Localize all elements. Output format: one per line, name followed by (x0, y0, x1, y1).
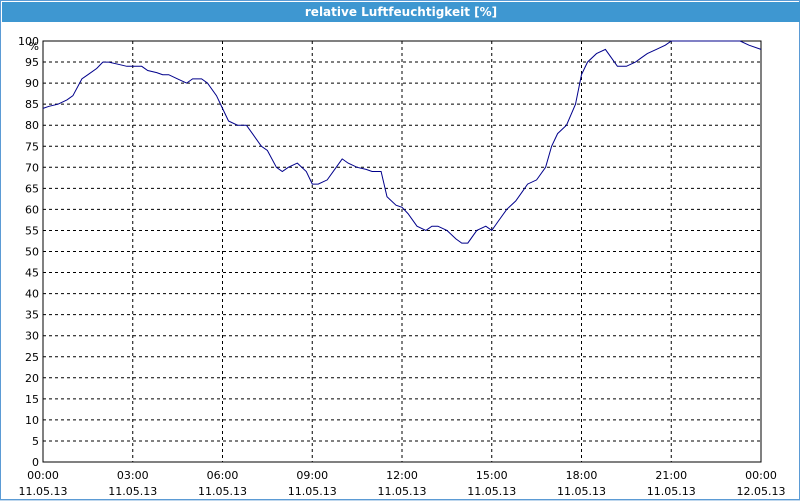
x-tick-time-label: 15:00 (476, 469, 508, 482)
y-axis-label: % (29, 40, 39, 53)
x-tick-date-label: 11.05.13 (198, 485, 247, 498)
y-tick-label: 50 (25, 246, 39, 259)
x-tick-time-label: 03:00 (117, 469, 149, 482)
x-tick-date-label: 11.05.13 (108, 485, 157, 498)
y-tick-label: 80 (25, 119, 39, 132)
y-tick-label: 60 (25, 203, 39, 216)
humidity-series-line (42, 40, 762, 244)
x-tick-date-label: 12.05.13 (737, 485, 786, 498)
y-tick-label: 0 (32, 456, 39, 469)
grid (43, 41, 761, 462)
y-tick-label: 45 (25, 267, 39, 280)
y-tick-label: 5 (32, 435, 39, 448)
y-tick-label: 90 (25, 77, 39, 90)
y-tick-label: 95 (25, 56, 39, 69)
y-tick-label: 65 (25, 182, 39, 195)
y-tick-label: 25 (25, 351, 39, 364)
x-axis-ticks: 00:00 11.05.13 03:00 11.05.13 06:00 11.05.13 0… (19, 469, 786, 498)
x-tick-time-label: 00:00 (27, 469, 59, 482)
x-tick-date-label: 11.05.13 (647, 485, 696, 498)
x-tick-time-label: 00:00 (745, 469, 777, 482)
y-tick-label: 20 (25, 372, 39, 385)
x-tick-date-label: 11.05.13 (467, 485, 516, 498)
y-tick-label: 100 (18, 35, 39, 48)
chart-title: relative Luftfeuchtigkeit [%] (2, 2, 800, 22)
x-tick-time-label: 06:00 (207, 469, 239, 482)
y-tick-label: 35 (25, 309, 39, 322)
x-tick-date-label: 11.05.13 (19, 485, 68, 498)
x-tick-date-label: 11.05.13 (378, 485, 427, 498)
y-tick-label: 75 (25, 140, 39, 153)
x-tick-time-label: 12:00 (386, 469, 418, 482)
y-tick-label: 30 (25, 330, 39, 343)
y-tick-label: 40 (25, 288, 39, 301)
x-tick-time-label: 21:00 (655, 469, 687, 482)
y-tick-label: 15 (25, 393, 39, 406)
y-tick-label: 55 (25, 224, 39, 237)
x-tick-time-label: 18:00 (566, 469, 598, 482)
y-tick-label: 85 (25, 98, 39, 111)
y-tick-label: 70 (25, 161, 39, 174)
x-tick-time-label: 09:00 (296, 469, 328, 482)
y-tick-label: 10 (25, 414, 39, 427)
y-axis-ticks: 0 5 10 15 20 25 30 35 40 45 50 55 60 65 70 75 80 85 90 95 10… (18, 35, 39, 469)
x-tick-date-label: 11.05.13 (288, 485, 337, 498)
plot-area-border (42, 40, 762, 463)
x-tick-date-label: 11.05.13 (557, 485, 606, 498)
